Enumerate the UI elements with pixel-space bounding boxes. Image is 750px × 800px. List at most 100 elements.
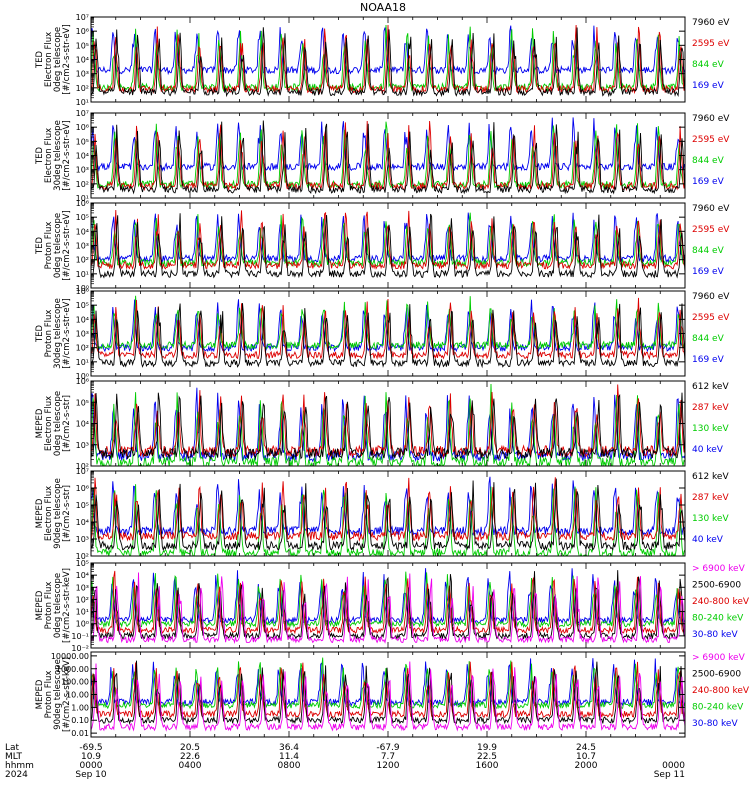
series-line-612-kev — [91, 392, 685, 460]
legend-entry: 2595 eV — [692, 39, 730, 49]
y-tick-label: 10⁴ — [76, 227, 89, 236]
series-line-2500-6900 — [91, 660, 685, 726]
y-axis-label: MEPEDElectron Flux0deg telescope[#/cm2-s… — [35, 391, 72, 456]
x-tick-label-lat: 19.9 — [477, 743, 497, 753]
legend-entry: 240-800 keV — [692, 597, 750, 607]
y-tick-label: 10⁴ — [76, 152, 89, 161]
y-tick-label: 10³ — [76, 330, 89, 339]
y-tick-label: 10² — [76, 256, 89, 265]
y-tick-label: 10¹ — [76, 358, 89, 367]
legend-entry: 2500-6900 — [692, 581, 741, 591]
panel-7: 10⁻² 10⁻¹ 10⁰ 10¹ 10² 10³ 10⁴ 10⁵ MEPEDProton Fl… — [35, 559, 750, 653]
legend-entry: 240-800 keV — [692, 686, 750, 696]
traces — [91, 24, 685, 98]
legend-entry: 7960 eV — [692, 114, 730, 124]
y-tick-label: 10⁵ — [76, 559, 89, 568]
y-tick-label: 10⁴ — [76, 420, 89, 429]
panel-2: 10¹ 10² 10³ 10⁴ 10⁵ 10⁶ 10⁷ TEDElectron Flux30d… — [35, 109, 730, 203]
y-axis-label-line: 90deg telescope — [53, 659, 63, 730]
y-axis-label-line: Proton Flux — [44, 222, 54, 270]
y-axis-label-line: Proton Flux — [44, 310, 54, 358]
y-tick-label: 0.01 — [71, 729, 89, 738]
legend-entry: 2595 eV — [692, 313, 730, 323]
panel-4: 10⁰ 10¹ 10² 10³ 10⁴ 10⁵ 10⁶ TEDProton Flux30deg… — [35, 287, 730, 381]
y-axis-label-line: [#/cm2-s-str] — [62, 485, 72, 542]
chart-title: NOAA18 — [360, 1, 406, 14]
y-axis-label-line: Electron Flux — [44, 396, 54, 451]
x-tick-label-hhmm: 1200 — [377, 761, 400, 771]
y-axis-label-line: TED — [35, 50, 45, 69]
y-axis-label: TEDProton Flux0deg telescope[#/cm2-s-str… — [35, 210, 72, 280]
y-axis-label: TEDProton Flux30deg telescope[#/cm2-s-st… — [35, 298, 72, 369]
y-tick-label: 10⁷ — [76, 13, 89, 22]
y-tick-label: 10⁵ — [76, 398, 89, 407]
legend-entry: 7960 eV — [692, 204, 730, 214]
y-tick-label: 10² — [76, 462, 89, 471]
series-line-2500-6900 — [91, 570, 685, 641]
x-tick-label-lat: 20.5 — [180, 743, 200, 753]
legend-entry: 30-80 keV — [692, 719, 738, 729]
y-tick-label: 10⁷ — [76, 109, 89, 118]
y-axis-label-line: TED — [35, 146, 45, 165]
series-line-7960-ev — [91, 120, 685, 195]
y-tick-label: 10⁵ — [76, 301, 89, 310]
y-axis-label-line: Proton Flux — [44, 671, 54, 719]
y-axis-label-line: TED — [35, 324, 45, 343]
x-tick-label-lat: 24.5 — [576, 743, 596, 753]
legend-entry: 80-240 keV — [692, 614, 744, 624]
y-axis-label-line: Electron Flux — [44, 486, 54, 541]
series-line-2595-ev — [91, 120, 685, 192]
y-tick-label: 10³ — [76, 583, 89, 592]
series-line-169-ev — [91, 299, 685, 353]
y-tick-label: 10⁰ — [76, 372, 89, 381]
legend-entry: 130 keV — [692, 514, 729, 524]
legend-entry: 7960 eV — [692, 292, 730, 302]
y-tick-label: 10.00 — [66, 691, 89, 700]
y-tick-label: 10¹ — [76, 194, 89, 203]
y-axis-label-line: MEPED — [35, 590, 45, 620]
y-tick-label: 10⁻² — [71, 644, 89, 653]
legend-entry: > 6900 keV — [692, 653, 746, 663]
series-line-2595-ev — [91, 209, 685, 271]
legend-entry: 2595 eV — [692, 225, 730, 235]
y-tick-label: 10³ — [76, 242, 89, 251]
x-tick-label-hhmm: 2000 — [575, 761, 598, 771]
series-line-130-kev — [91, 383, 685, 466]
legend-entry: > 6900 keV — [692, 564, 746, 574]
y-tick-label: 10⁷ — [76, 467, 89, 476]
x-row-label: 2024 — [5, 770, 28, 780]
x-tick-label-lat: -67.9 — [376, 743, 400, 753]
traces — [91, 476, 685, 556]
x-row-label: Lat — [5, 743, 20, 753]
legend-entry: 30-80 keV — [692, 630, 738, 640]
y-tick-label: 10⁶ — [76, 199, 89, 208]
panel-8: 0.010.101.0010.00100.001000.0010000.00ME… — [35, 651, 750, 738]
y-tick-label: 10⁰ — [76, 284, 89, 293]
series-line-7960-ev — [91, 213, 685, 279]
y-tick-label: 10³ — [76, 70, 89, 79]
legend-entry: 844 eV — [692, 334, 725, 344]
legend-entry: 169 eV — [692, 355, 725, 365]
y-tick-label: 10⁶ — [76, 287, 89, 296]
y-axis-label-line: [#/cm2-s-str-eV] — [62, 24, 72, 94]
x-tick-label-mlt: 10.9 — [81, 752, 101, 762]
legend-entry: 844 eV — [692, 60, 725, 70]
y-tick-label: 10³ — [76, 535, 89, 544]
series-line-80-240-kev — [91, 571, 685, 629]
y-axis-label-line: 30deg telescope — [53, 298, 63, 369]
x-tick-label-hhmm: 1600 — [476, 761, 499, 771]
y-axis-label-line: Electron Flux — [44, 32, 54, 87]
series-line-7960-ev — [91, 303, 685, 369]
traces — [91, 657, 685, 732]
x-tick-label-mlt: 7.7 — [381, 752, 395, 762]
series-line--6900-kev — [91, 661, 685, 732]
y-axis-label-line: MEPED — [35, 498, 45, 528]
y-tick-label: 100.00 — [61, 678, 89, 687]
y-tick-label: 10⁵ — [76, 501, 89, 510]
y-tick-label: 10⁵ — [76, 213, 89, 222]
y-axis-label-line: TED — [35, 236, 45, 255]
x-tick-label-mlt: 10.7 — [576, 752, 596, 762]
y-tick-label: 10⁴ — [76, 518, 89, 527]
